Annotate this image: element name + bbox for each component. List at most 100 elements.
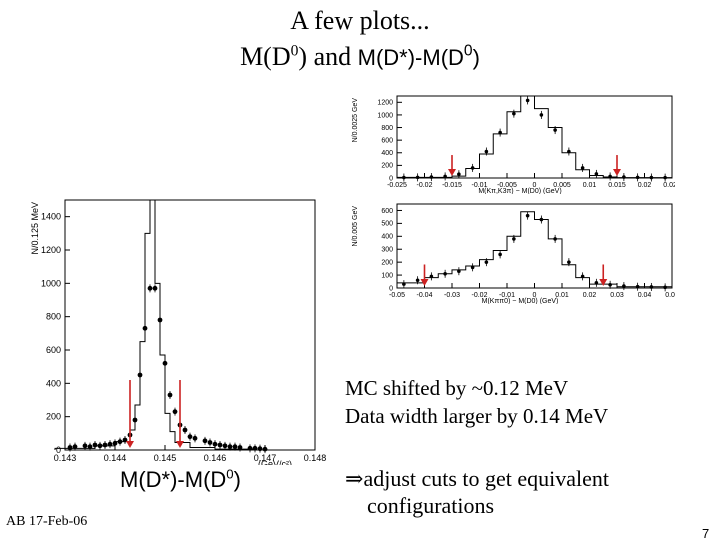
d0mass-k3pi-xtick-label: -0.025: [387, 182, 407, 189]
d0mass-kpipi0-ytick-label: 0: [389, 285, 393, 292]
d0mass-k3pi-mc-histogram: [396, 95, 673, 179]
d0mass-k3pi-cut-arrow-head: [448, 169, 456, 176]
d0mass-kpipi0-data-point: [512, 237, 516, 241]
d0mass-k3pi-cut-arrow-head: [613, 169, 621, 176]
deltam-data-point: [172, 409, 178, 415]
d0mass-k3pi-data-point: [622, 175, 626, 179]
deltam-data-point: [147, 285, 153, 291]
d0mass-kpipi0-data-point: [635, 284, 640, 289]
d0mass-k3pi-xtick-label: 0.015: [608, 182, 626, 189]
deltam-data-point: [112, 440, 118, 446]
d0mass-kpipi0-data-point: [457, 269, 461, 273]
d0mass-k3pi-data-point: [663, 175, 667, 180]
d0mass-k3pi-data-point: [443, 174, 447, 179]
d0mass-k3pi-data-point: [608, 174, 612, 179]
d0mass-kpipi0-ytick-label: 600: [381, 208, 393, 215]
d0mass-kpipi0-cut-arrow-head: [420, 279, 429, 286]
d0mass-kpipi0-data-point: [539, 217, 544, 222]
deltam-mc-histogram: [54, 199, 256, 450]
d0mass-kpipi0-xtick-label: 0.04: [638, 292, 652, 299]
deltam-data-point: [167, 392, 173, 398]
d0mass-k3pi-xlabel: M(Kπ,K3π) − M(D0) (GeV): [478, 188, 561, 194]
deltam-xtick-label: 0.143: [54, 453, 77, 463]
deltam-ytick-label: 600: [46, 345, 61, 355]
d0mass-kpipi0-xlabel: M(Kππ0) − M(D0) (GeV): [482, 298, 559, 304]
implies-symbol: ⇒: [345, 466, 364, 491]
d0mass-kpipi0-xtick-label: -0.02: [472, 292, 488, 299]
d0mass-kpipi0-xtick-label: 0.01: [555, 292, 569, 299]
d0mass-k3pi-xtick-label: -0.01: [472, 182, 488, 189]
d0mass-k3pi-xtick-label: 0.02: [638, 182, 652, 189]
d0mass-k3pi-ytick-label: 800: [381, 125, 393, 132]
slide-title-line2: M(D0) and M(D*)-M(D0): [0, 42, 720, 72]
deltam-data-point: [257, 446, 263, 452]
deltam-data-point: [87, 444, 93, 450]
deltam-data-point: [192, 435, 198, 441]
d0mass-k3pi-ytick-label: 200: [381, 163, 393, 170]
d0mass-kpipi0-data-point: [594, 281, 599, 285]
d0mass-k3pi-data-point: [580, 166, 585, 170]
d0mass-kpipi0-xtick-label: -0.04: [417, 292, 433, 299]
d0mass-kpipi0-data-point: [484, 260, 489, 264]
deltam-ytick-label: 1400: [41, 212, 61, 222]
d0mass-kpipi0-ytick-label: 100: [381, 272, 393, 279]
deltam-cut-arrow-head: [126, 441, 134, 448]
deltam-data-point: [187, 434, 193, 440]
deltam-ytick-label: 0: [56, 445, 61, 455]
title2-part-c: M(D*)-M(D: [357, 45, 464, 70]
d0mass-k3pi-data-point: [567, 149, 571, 154]
d0mass-k3pi-plot: 0 200 400 600 800 1000 1200 -0.025 -0.02 -0.015 -0…: [352, 95, 675, 194]
adjust-note-line1: ⇒adjust cuts to get equivalent: [345, 465, 609, 492]
d0mass-k3pi-ytick-label: 1000: [377, 112, 393, 119]
d0mass-kpipi0-ylabel: N/0.005 GeV: [352, 206, 359, 247]
d0mass-kpipi0-data-point: [622, 284, 626, 288]
deltam-data-point: [92, 442, 98, 448]
page-number: 7: [702, 526, 710, 541]
deltam-data-point: [137, 372, 143, 378]
deltam-data-point: [97, 443, 103, 449]
d0mass-kpipi0-mc-histogram: [396, 211, 673, 288]
deltam-data-point: [82, 443, 88, 449]
deltam-ytick-label: 1200: [41, 245, 61, 255]
d0mass-kpipi0-data-point: [470, 265, 475, 270]
d0mass-k3pi-data-point: [635, 175, 640, 180]
deltam-data-point: [202, 438, 208, 444]
d0mass-k3pi-data-point: [649, 175, 654, 180]
title2-part-a: M(D: [240, 42, 291, 71]
deltam-cut-arrow-head: [176, 441, 184, 448]
d0mass-k3pi-data-point: [470, 166, 475, 170]
deltam-ylabel: N/0.125 MeV: [30, 202, 40, 255]
d0mass-k3pi-ytick-label: 0: [389, 175, 393, 182]
footer-author-date: AB 17-Feb-06: [6, 514, 88, 529]
d0mass-k3pi-data-point: [498, 130, 502, 135]
deltam-ytick-label: 1000: [41, 278, 61, 288]
deltam-xtick-label: 0.145: [154, 453, 177, 463]
d0mass-k3pi-data-point: [429, 175, 434, 179]
d0mass-kpipi0-data-point: [663, 285, 667, 290]
d0mass-k3pi-ytick-label: 400: [381, 150, 393, 157]
d0mass-kpipi0-data-point: [608, 282, 612, 287]
deltam-data-point: [132, 417, 138, 423]
deltam-data-point: [102, 442, 108, 448]
deltam-xtick-label: 0.147: [254, 453, 277, 463]
d0mass-kpipi0-data-point: [580, 274, 585, 279]
d0mass-kpipi0-ytick-label: 500: [381, 221, 393, 228]
title2-part-d: ): [472, 45, 480, 70]
deltam-data-point: [207, 440, 213, 445]
adjust-note-line2: configurations: [367, 493, 495, 518]
deltam-xlabel: (GeV/c²): [258, 459, 292, 465]
d0mass-k3pi-xtick-label: 0.01: [583, 182, 597, 189]
mc-note-line2: Data width larger by 0.14 MeV: [345, 404, 609, 428]
d0mass-kpipi0-ytick-label: 200: [381, 259, 393, 266]
deltam-data-point: [252, 445, 258, 451]
adjust-note: ⇒adjust cuts to get equivalent configura…: [345, 465, 609, 519]
deltam-xtick-label: 0.144: [104, 453, 127, 463]
deltam-data-point: [72, 444, 78, 450]
title2-sup-b: 0: [463, 42, 473, 60]
d0mass-k3pi-data-point: [525, 98, 530, 103]
deltam-axis-title-b: ): [233, 467, 241, 492]
adjust-text-1: adjust cuts to get equivalent: [363, 466, 610, 491]
d0mass-k3pi-xtick-label: -0.015: [442, 182, 462, 189]
d0mass-kpipi0-data-point: [649, 285, 654, 289]
d0mass-k3pi-xtick-label: -0.02: [417, 182, 433, 189]
